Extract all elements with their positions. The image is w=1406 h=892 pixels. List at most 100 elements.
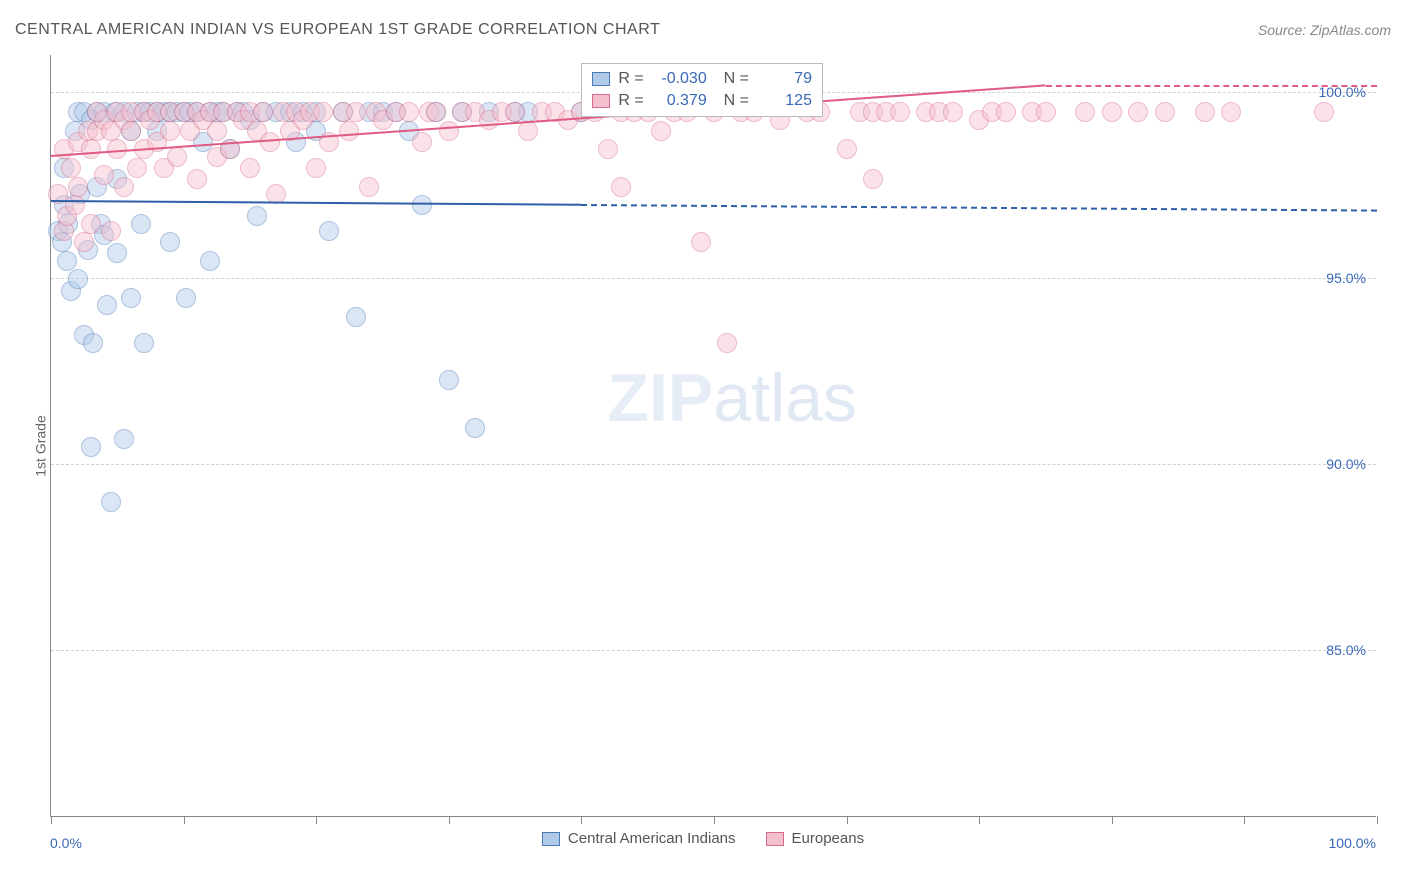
stats-r-value: 0.379 bbox=[652, 90, 707, 112]
scatter-point bbox=[121, 288, 141, 308]
scatter-point bbox=[426, 102, 446, 122]
scatter-point bbox=[207, 121, 227, 141]
x-tick-label: 100.0% bbox=[1329, 835, 1376, 851]
scatter-point bbox=[61, 158, 81, 178]
x-tick bbox=[449, 816, 450, 824]
x-tick bbox=[51, 816, 52, 824]
legend-label: Central American Indians bbox=[568, 830, 736, 847]
scatter-point bbox=[57, 251, 77, 271]
x-tick bbox=[1112, 816, 1113, 824]
x-tick bbox=[581, 816, 582, 824]
y-axis-label: 1st Grade bbox=[33, 415, 49, 476]
scatter-point bbox=[465, 418, 485, 438]
scatter-point bbox=[127, 158, 147, 178]
scatter-point bbox=[412, 132, 432, 152]
stats-n-value: 79 bbox=[757, 68, 812, 90]
scatter-point bbox=[439, 121, 459, 141]
scatter-point bbox=[187, 169, 207, 189]
scatter-point bbox=[863, 169, 883, 189]
scatter-point bbox=[107, 243, 127, 263]
scatter-point bbox=[1128, 102, 1148, 122]
scatter-point bbox=[691, 232, 711, 252]
y-tick-label: 95.0% bbox=[1326, 270, 1366, 286]
legend-item: Europeans bbox=[766, 830, 865, 847]
scatter-point bbox=[1036, 102, 1056, 122]
legend-swatch bbox=[592, 72, 610, 86]
scatter-point bbox=[247, 206, 267, 226]
scatter-point bbox=[1155, 102, 1175, 122]
scatter-point bbox=[339, 121, 359, 141]
scatter-point bbox=[114, 429, 134, 449]
correlation-stats-box: R = -0.030 N = 79 R = 0.379 N = 125 bbox=[581, 63, 823, 117]
y-tick-label: 90.0% bbox=[1326, 456, 1366, 472]
scatter-point bbox=[94, 165, 114, 185]
x-tick bbox=[979, 816, 980, 824]
scatter-point bbox=[319, 221, 339, 241]
legend-swatch bbox=[766, 832, 784, 846]
scatter-point bbox=[97, 295, 117, 315]
scatter-point bbox=[1314, 102, 1334, 122]
x-tick bbox=[1377, 816, 1378, 824]
scatter-point bbox=[1195, 102, 1215, 122]
gridline bbox=[51, 464, 1376, 465]
stats-row: R = 0.379 N = 125 bbox=[592, 90, 812, 112]
scatter-point bbox=[346, 102, 366, 122]
scatter-point bbox=[68, 177, 88, 197]
gridline bbox=[51, 278, 1376, 279]
scatter-point bbox=[505, 102, 525, 122]
x-tick bbox=[316, 816, 317, 824]
regression-line-extrapolated bbox=[1046, 85, 1378, 87]
stats-n-label: N = bbox=[715, 68, 749, 90]
x-tick bbox=[1244, 816, 1245, 824]
stats-r-label: R = bbox=[618, 68, 643, 90]
scatter-point bbox=[717, 333, 737, 353]
scatter-point bbox=[83, 333, 103, 353]
scatter-point bbox=[131, 214, 151, 234]
stats-r-value: -0.030 bbox=[652, 68, 707, 90]
scatter-point bbox=[200, 251, 220, 271]
scatter-point bbox=[65, 195, 85, 215]
scatter-point bbox=[399, 102, 419, 122]
y-tick-label: 85.0% bbox=[1326, 642, 1366, 658]
scatter-point bbox=[74, 232, 94, 252]
stats-r-label: R = bbox=[618, 90, 643, 112]
scatter-point bbox=[439, 370, 459, 390]
scatter-point bbox=[943, 102, 963, 122]
scatter-point bbox=[160, 232, 180, 252]
x-tick bbox=[184, 816, 185, 824]
scatter-point bbox=[81, 214, 101, 234]
scatter-point bbox=[101, 492, 121, 512]
chart-header: CENTRAL AMERICAN INDIAN VS EUROPEAN 1ST … bbox=[15, 15, 1391, 45]
x-tick-label: 0.0% bbox=[50, 835, 82, 851]
legend-label: Europeans bbox=[792, 830, 865, 847]
x-tick bbox=[847, 816, 848, 824]
scatter-point bbox=[101, 221, 121, 241]
bottom-legend: Central American Indians Europeans bbox=[0, 830, 1406, 847]
stats-n-value: 125 bbox=[757, 90, 812, 112]
legend-swatch bbox=[542, 832, 560, 846]
scatter-point bbox=[81, 437, 101, 457]
scatter-point bbox=[306, 158, 326, 178]
scatter-point bbox=[996, 102, 1016, 122]
scatter-point bbox=[160, 121, 180, 141]
scatter-point bbox=[359, 177, 379, 197]
scatter-point bbox=[81, 139, 101, 159]
gridline bbox=[51, 650, 1376, 651]
scatter-point bbox=[890, 102, 910, 122]
scatter-point bbox=[837, 139, 857, 159]
scatter-point bbox=[611, 177, 631, 197]
scatter-point bbox=[651, 121, 671, 141]
scatter-point bbox=[412, 195, 432, 215]
scatter-point bbox=[176, 288, 196, 308]
legend-item: Central American Indians bbox=[542, 830, 736, 847]
chart-title: CENTRAL AMERICAN INDIAN VS EUROPEAN 1ST … bbox=[15, 21, 660, 39]
x-tick bbox=[714, 816, 715, 824]
scatter-point bbox=[1075, 102, 1095, 122]
stats-n-label: N = bbox=[715, 90, 749, 112]
scatter-point bbox=[134, 333, 154, 353]
scatter-point bbox=[167, 147, 187, 167]
chart-source: Source: ZipAtlas.com bbox=[1258, 22, 1391, 38]
scatter-point bbox=[121, 121, 141, 141]
scatter-point bbox=[313, 102, 333, 122]
scatter-point bbox=[253, 102, 273, 122]
